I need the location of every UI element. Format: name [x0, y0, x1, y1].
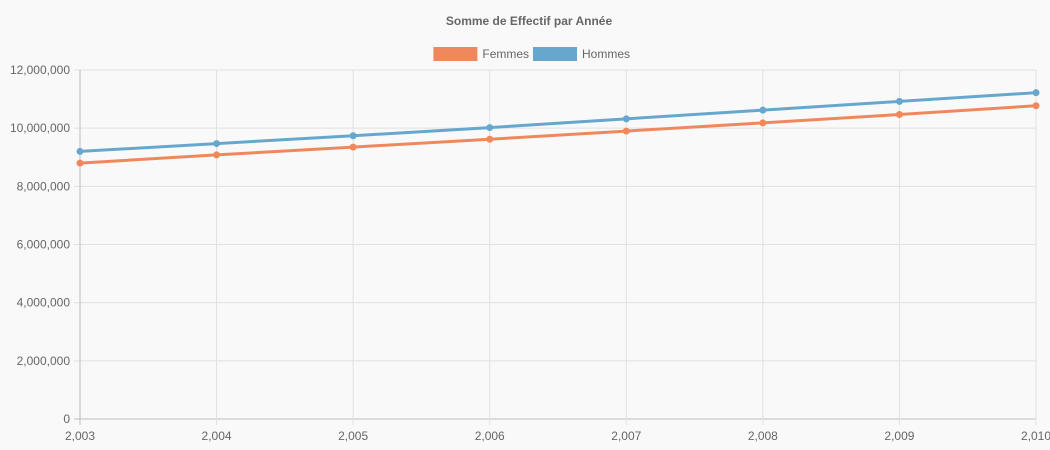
legend-item-hommes[interactable]: Hommes [533, 47, 630, 61]
x-tick-label: 2,010 [1021, 429, 1050, 443]
series-line-femmes [79, 104, 1037, 165]
y-tick-label: 4,000,000 [17, 296, 71, 310]
axes: 0 2,000,000 4,000,000 6,000,000 8,000,000 10,… [10, 63, 1050, 443]
data-point-femmes[interactable] [213, 151, 221, 159]
legend-label: Hommes [582, 47, 630, 61]
y-tick-label: 0 [63, 412, 70, 426]
x-tick-label: 2,003 [65, 429, 95, 443]
data-point-femmes[interactable] [349, 143, 357, 151]
x-tick-label: 2,004 [202, 429, 232, 443]
y-tick-label: 6,000,000 [17, 238, 71, 252]
y-tick-label: 12,000,000 [10, 63, 70, 77]
chart-title: Somme de Effectif par Année [446, 14, 613, 28]
legend-label: Femmes [482, 47, 529, 61]
data-point-femmes[interactable] [895, 110, 903, 118]
data-point-hommes[interactable] [1032, 89, 1040, 97]
series-line-hommes [79, 91, 1037, 153]
x-tick-label: 2,005 [338, 429, 368, 443]
data-point-hommes[interactable] [213, 140, 221, 148]
legend-item-femmes[interactable]: Femmes [433, 47, 529, 61]
data-point-hommes[interactable] [486, 124, 494, 132]
data-point-hommes[interactable] [895, 97, 903, 105]
series [76, 89, 1040, 167]
x-tick-label: 2,009 [884, 429, 914, 443]
legend-swatch [533, 47, 577, 61]
data-point-hommes[interactable] [76, 147, 84, 155]
y-tick-label: 8,000,000 [17, 179, 71, 193]
x-tick-label: 2,006 [475, 429, 505, 443]
x-tick-label: 2,008 [748, 429, 778, 443]
data-point-femmes[interactable] [622, 127, 630, 135]
data-point-hommes[interactable] [349, 132, 357, 140]
data-point-hommes[interactable] [759, 106, 767, 114]
data-point-femmes[interactable] [1032, 102, 1040, 110]
data-point-femmes[interactable] [486, 135, 494, 143]
y-tick-label: 2,000,000 [17, 354, 71, 368]
data-point-femmes[interactable] [759, 119, 767, 127]
data-point-femmes[interactable] [76, 159, 84, 167]
legend[interactable]: Femmes Hommes [433, 47, 630, 61]
data-point-hommes[interactable] [622, 115, 630, 123]
x-tick-label: 2,007 [611, 429, 641, 443]
y-tick-label: 10,000,000 [10, 121, 70, 135]
legend-swatch [433, 47, 478, 61]
